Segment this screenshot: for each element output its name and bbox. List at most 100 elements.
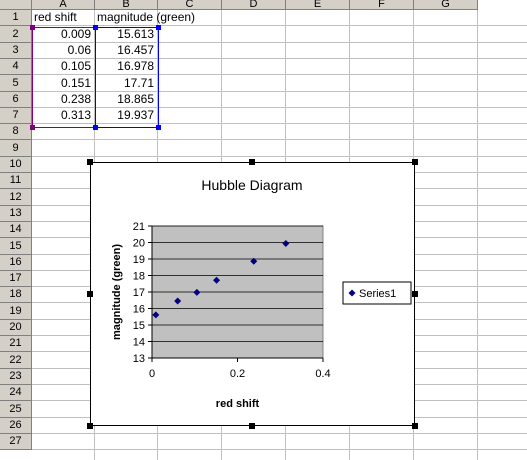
range-handle[interactable] bbox=[93, 25, 98, 30]
cell-a6[interactable]: 0.238 bbox=[60, 92, 91, 106]
y-tick-label: 15 bbox=[133, 320, 145, 332]
chart-object[interactable]: Hubble Diagram 13 14 15 16 17 18 19 20 21 0 0.2 0.4 r… bbox=[90, 162, 415, 426]
row-header-7[interactable]: 7 bbox=[0, 108, 32, 124]
row-header-26[interactable]: 26 bbox=[0, 418, 32, 434]
legend-box bbox=[342, 281, 412, 305]
cell-a5[interactable]: 0.151 bbox=[60, 76, 91, 90]
x-tick-label: 0.4 bbox=[315, 368, 330, 380]
cell-b3[interactable]: 16.457 bbox=[117, 43, 154, 57]
grid-hline bbox=[32, 156, 527, 157]
row-header-21[interactable]: 21 bbox=[0, 336, 32, 352]
column-header-a[interactable]: A bbox=[32, 0, 95, 10]
legend-label: Series1 bbox=[359, 288, 396, 300]
range-handle[interactable] bbox=[156, 125, 161, 130]
cell-a3[interactable]: 0.06 bbox=[67, 43, 91, 57]
y-tick-label: 18 bbox=[133, 271, 145, 283]
row-header-25[interactable]: 25 bbox=[0, 401, 32, 418]
row-header-2[interactable]: 2 bbox=[0, 26, 32, 43]
chart-resize-handle[interactable] bbox=[87, 423, 93, 429]
range-handle[interactable] bbox=[30, 25, 35, 30]
y-tick-label: 14 bbox=[133, 337, 145, 349]
row-header-5[interactable]: 5 bbox=[0, 75, 32, 92]
chart-title: Hubble Diagram bbox=[201, 177, 302, 193]
range-handle[interactable] bbox=[156, 25, 161, 30]
data-point bbox=[213, 276, 221, 284]
y-tick-label: 21 bbox=[133, 221, 145, 233]
row-header-1[interactable]: 1 bbox=[0, 10, 32, 26]
cell-a1[interactable]: red shift bbox=[34, 10, 77, 24]
chart-svg: Hubble Diagram 13 14 15 16 17 18 19 20 21 0 0.2 0.4 r… bbox=[111, 177, 412, 410]
chart-resize-handle[interactable] bbox=[87, 291, 93, 297]
row-header-12[interactable]: 12 bbox=[0, 189, 32, 206]
y-axis-label: magnitude (green) bbox=[111, 244, 123, 340]
grid-hline bbox=[32, 74, 527, 75]
cell-b2[interactable]: 15.613 bbox=[117, 27, 154, 41]
row-header-6[interactable]: 6 bbox=[0, 92, 32, 108]
x-axis-label: red shift bbox=[216, 398, 260, 410]
chart-resize-handle[interactable] bbox=[412, 159, 418, 165]
data-point bbox=[250, 257, 258, 265]
row-header-10[interactable]: 10 bbox=[0, 157, 32, 173]
y-tick-label: 19 bbox=[133, 254, 145, 266]
row-header-24[interactable]: 24 bbox=[0, 385, 32, 401]
row-header-27[interactable]: 27 bbox=[0, 434, 32, 450]
column-header-d[interactable]: D bbox=[222, 0, 286, 10]
x-tick-label: 0.2 bbox=[230, 368, 245, 380]
data-point bbox=[174, 297, 182, 305]
y-tick-label: 20 bbox=[133, 238, 145, 250]
chart-resize-handle[interactable] bbox=[249, 423, 255, 429]
row-header-18[interactable]: 18 bbox=[0, 287, 32, 303]
range-handle[interactable] bbox=[93, 125, 98, 130]
data-point bbox=[152, 311, 160, 319]
cell-a2[interactable]: 0.009 bbox=[60, 27, 91, 41]
row-header-11[interactable]: 11 bbox=[0, 173, 32, 189]
chart-resize-handle[interactable] bbox=[412, 291, 418, 297]
cell-b4[interactable]: 16.978 bbox=[117, 59, 154, 73]
row-header-16[interactable]: 16 bbox=[0, 255, 32, 271]
chart-resize-handle[interactable] bbox=[87, 159, 93, 165]
y-range-highlight bbox=[95, 27, 159, 128]
grid-hline bbox=[32, 107, 527, 108]
row-header-13[interactable]: 13 bbox=[0, 206, 32, 222]
y-tick-label: 13 bbox=[133, 353, 145, 365]
row-header-14[interactable]: 14 bbox=[0, 222, 32, 238]
row-header-23[interactable]: 23 bbox=[0, 369, 32, 385]
data-point bbox=[282, 240, 290, 248]
row-header-15[interactable]: 15 bbox=[0, 238, 32, 255]
row-header-9[interactable]: 9 bbox=[0, 140, 32, 157]
x-tick-label: 0 bbox=[149, 368, 155, 380]
x-range-highlight bbox=[32, 27, 96, 128]
row-header-17[interactable]: 17 bbox=[0, 271, 32, 287]
row-header-3[interactable]: 3 bbox=[0, 43, 32, 59]
cell-a7[interactable]: 0.313 bbox=[60, 108, 91, 122]
legend-marker bbox=[348, 289, 356, 297]
cell-b6[interactable]: 18.865 bbox=[117, 92, 154, 106]
y-tick-label: 17 bbox=[133, 287, 145, 299]
column-header-f[interactable]: F bbox=[350, 0, 414, 10]
select-all-corner[interactable] bbox=[0, 0, 32, 10]
chart-resize-handle[interactable] bbox=[412, 423, 418, 429]
row-header-19[interactable]: 19 bbox=[0, 303, 32, 320]
grid-hline bbox=[32, 58, 527, 59]
cell-a4[interactable]: 0.105 bbox=[60, 59, 91, 73]
column-header-g[interactable]: G bbox=[414, 0, 478, 10]
grid-hline bbox=[32, 42, 527, 43]
grid-hline bbox=[32, 449, 527, 450]
cell-b1[interactable]: magnitude (green) bbox=[97, 10, 196, 24]
row-header-4[interactable]: 4 bbox=[0, 59, 32, 75]
column-header-b[interactable]: B bbox=[95, 0, 158, 10]
row-header-22[interactable]: 22 bbox=[0, 352, 32, 369]
grid-vline bbox=[477, 10, 478, 460]
cell-b5[interactable]: 17.71 bbox=[123, 76, 154, 90]
grid-hline bbox=[32, 139, 527, 140]
range-handle[interactable] bbox=[30, 125, 35, 130]
chart-resize-handle[interactable] bbox=[249, 159, 255, 165]
y-tick-label: 16 bbox=[133, 304, 145, 316]
column-header-e[interactable]: E bbox=[286, 0, 350, 10]
row-header-8[interactable]: 8 bbox=[0, 124, 32, 140]
row-header-20[interactable]: 20 bbox=[0, 320, 32, 336]
column-header-c[interactable]: C bbox=[158, 0, 222, 10]
cell-b7[interactable]: 19.937 bbox=[117, 108, 154, 122]
data-point bbox=[193, 288, 201, 296]
